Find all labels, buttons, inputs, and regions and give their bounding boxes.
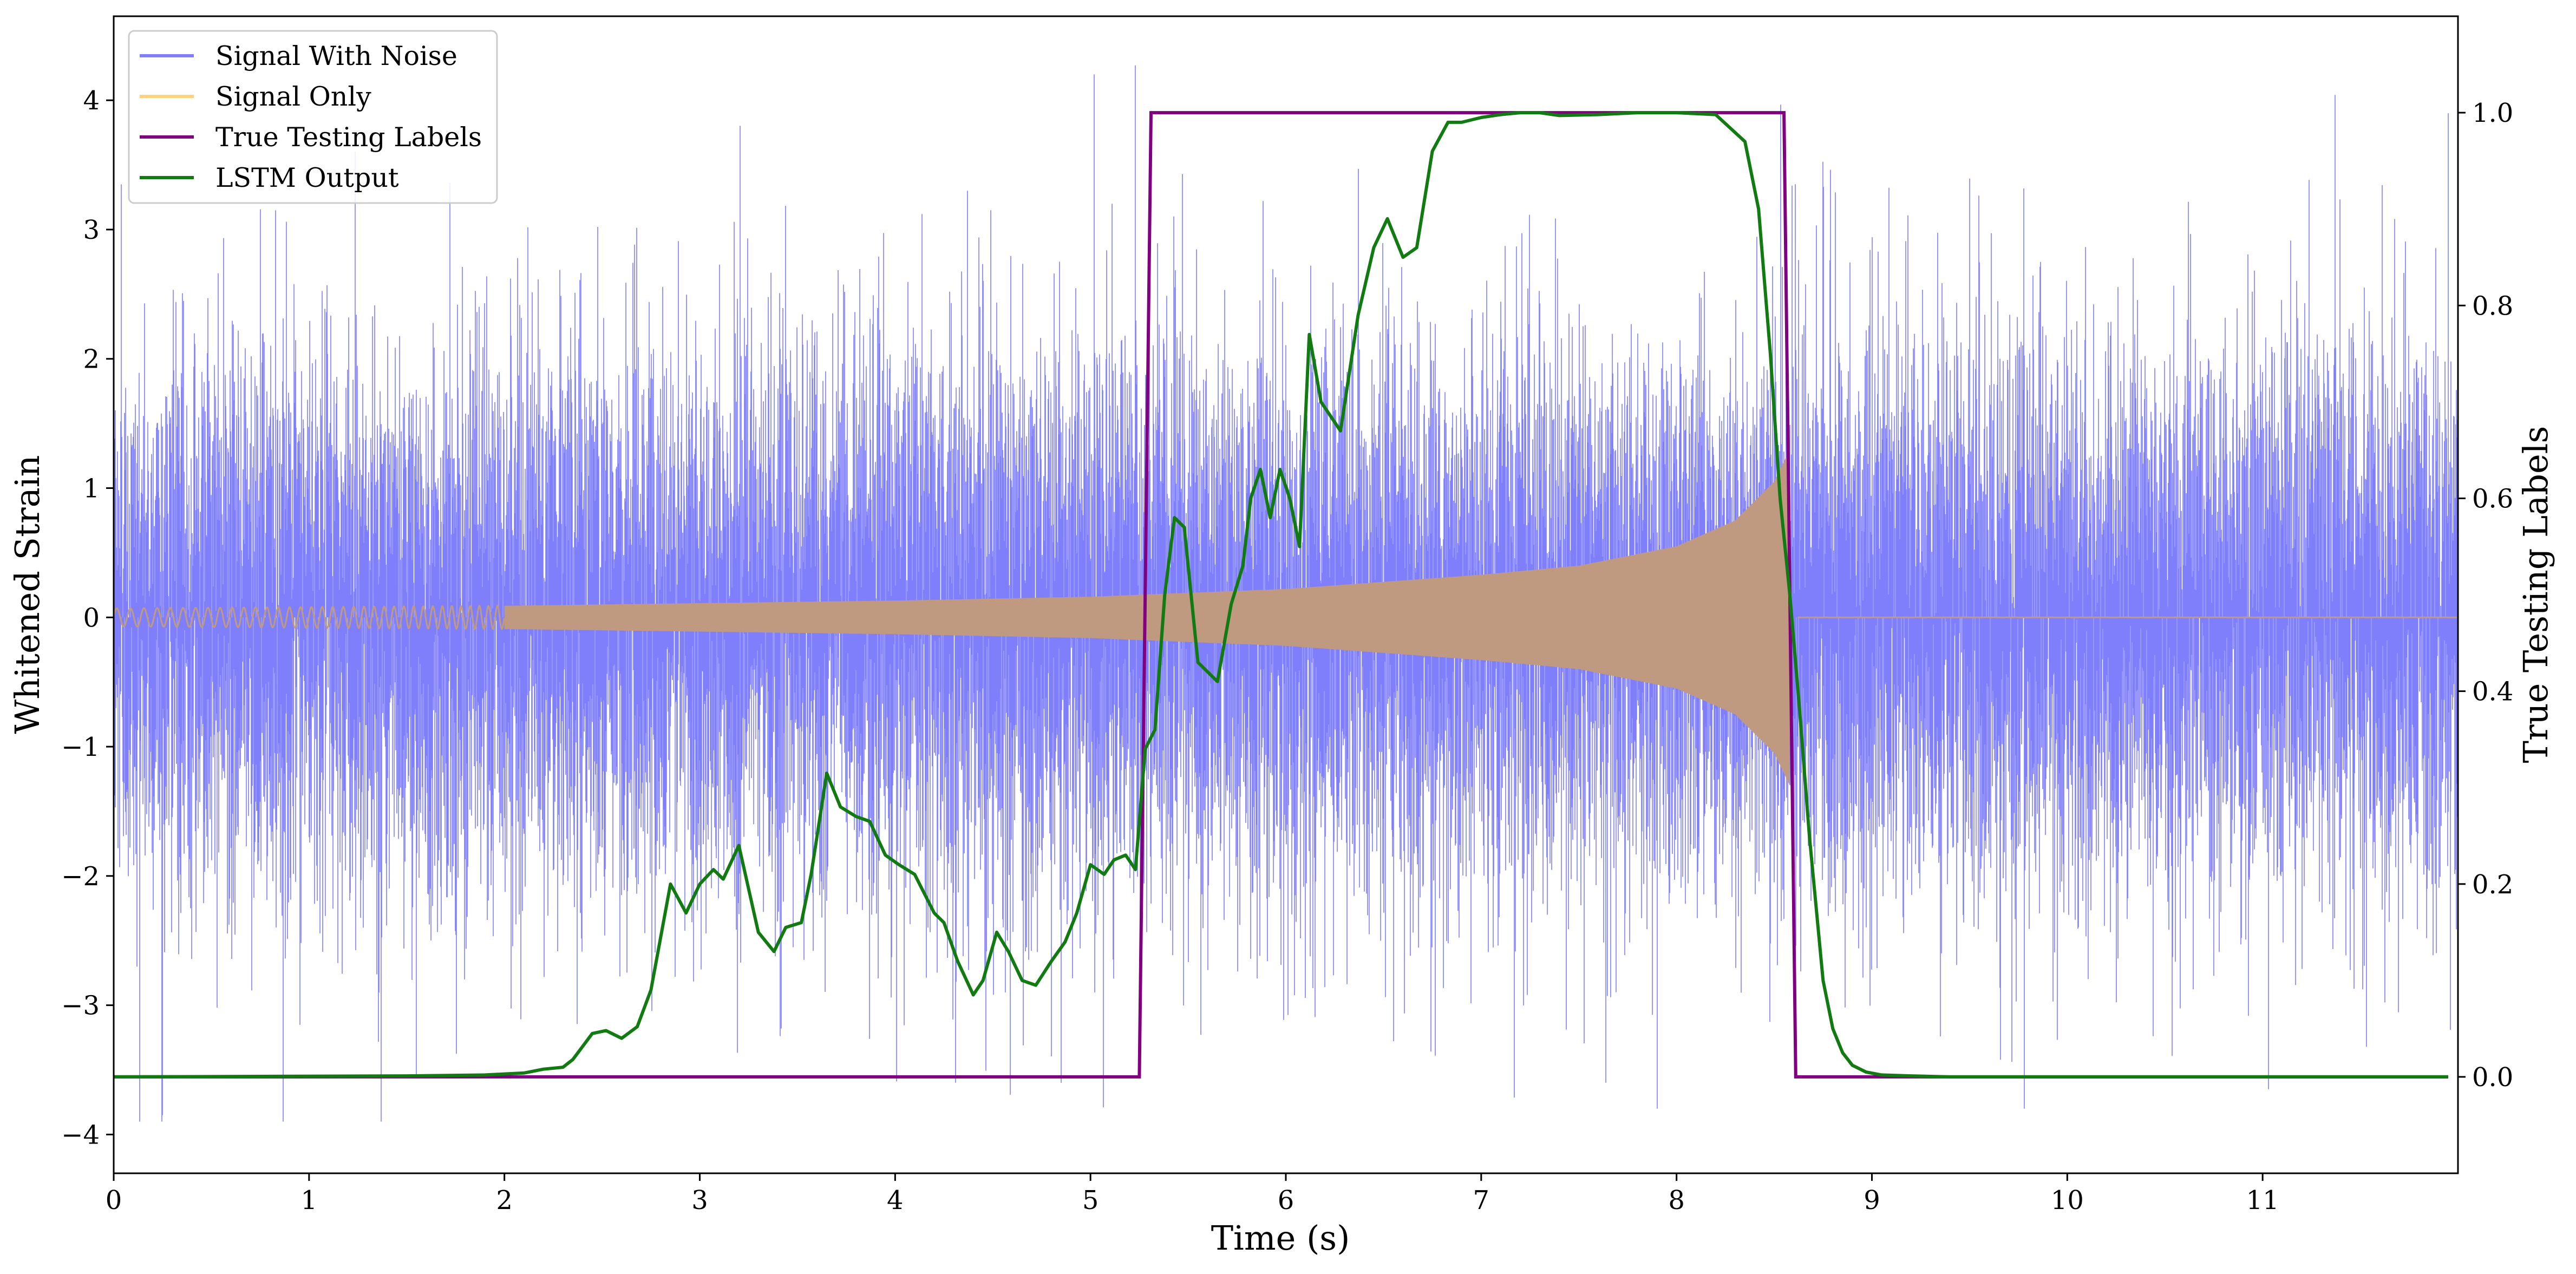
y-left-tick-label: 1 (83, 474, 100, 504)
legend-label-lstm-output: LSTM Output (215, 162, 399, 193)
signal-only-envelope (504, 449, 1790, 1054)
y-right-tick-label: 0.0 (2472, 1062, 2513, 1093)
y-right-axis-label: True Testing Labels (2516, 426, 2555, 763)
legend: Signal With Noise Signal Only True Testi… (128, 30, 498, 204)
x-tick-label: 10 (2051, 1185, 2084, 1216)
y-left-tick-label: 0 (83, 603, 100, 633)
signal-overlap-region (504, 449, 1790, 1054)
y-left-axis-label: Whitened Strain (8, 455, 47, 734)
y-left-tick-label: −4 (61, 1120, 100, 1150)
x-axis-ticks: 0 1 2 3 4 5 6 7 8 9 10 11 (106, 1173, 2279, 1216)
legend-label-true-testing-labels: True Testing Labels (215, 122, 482, 153)
y-left-axis-ticks: −4 −3 −2 −1 0 1 2 3 4 (61, 86, 114, 1150)
y-left-tick-label: 4 (83, 86, 100, 116)
signal-only-chirp-start (114, 604, 505, 630)
y-left-tick-label: −1 (61, 732, 100, 762)
y-right-tick-label: 0.2 (2472, 870, 2513, 900)
x-tick-label: 5 (1082, 1185, 1099, 1216)
x-tick-label: 7 (1473, 1185, 1490, 1216)
x-tick-label: 8 (1668, 1185, 1685, 1216)
x-tick-label: 4 (887, 1185, 904, 1216)
signal-only-series (114, 604, 2458, 630)
legend-label-signal-with-noise: Signal With Noise (215, 41, 457, 71)
y-right-tick-label: 0.4 (2472, 677, 2513, 707)
x-tick-label: 0 (106, 1185, 122, 1216)
y-right-axis-ticks: 0.0 0.2 0.4 0.6 0.8 1.0 (2458, 98, 2513, 1093)
y-right-tick-label: 1.0 (2472, 98, 2513, 128)
x-tick-label: 2 (496, 1185, 513, 1216)
y-left-tick-label: −3 (61, 991, 100, 1021)
x-axis-label: Time (s) (1211, 1218, 1350, 1258)
x-tick-label: 11 (2246, 1185, 2279, 1216)
x-tick-label: 9 (1864, 1185, 1880, 1216)
x-tick-label: 3 (691, 1185, 708, 1216)
y-left-tick-label: −2 (61, 861, 100, 892)
y-left-tick-label: 3 (83, 215, 100, 245)
legend-label-signal-only: Signal Only (215, 81, 371, 112)
y-right-tick-label: 0.6 (2472, 484, 2513, 514)
y-left-tick-label: 2 (83, 344, 100, 375)
lstm-output-line (114, 111, 2448, 1079)
legend-box (128, 30, 498, 204)
y-right-tick-label: 0.8 (2472, 291, 2513, 321)
x-tick-label: 1 (301, 1185, 318, 1216)
x-tick-label: 6 (1278, 1185, 1294, 1216)
